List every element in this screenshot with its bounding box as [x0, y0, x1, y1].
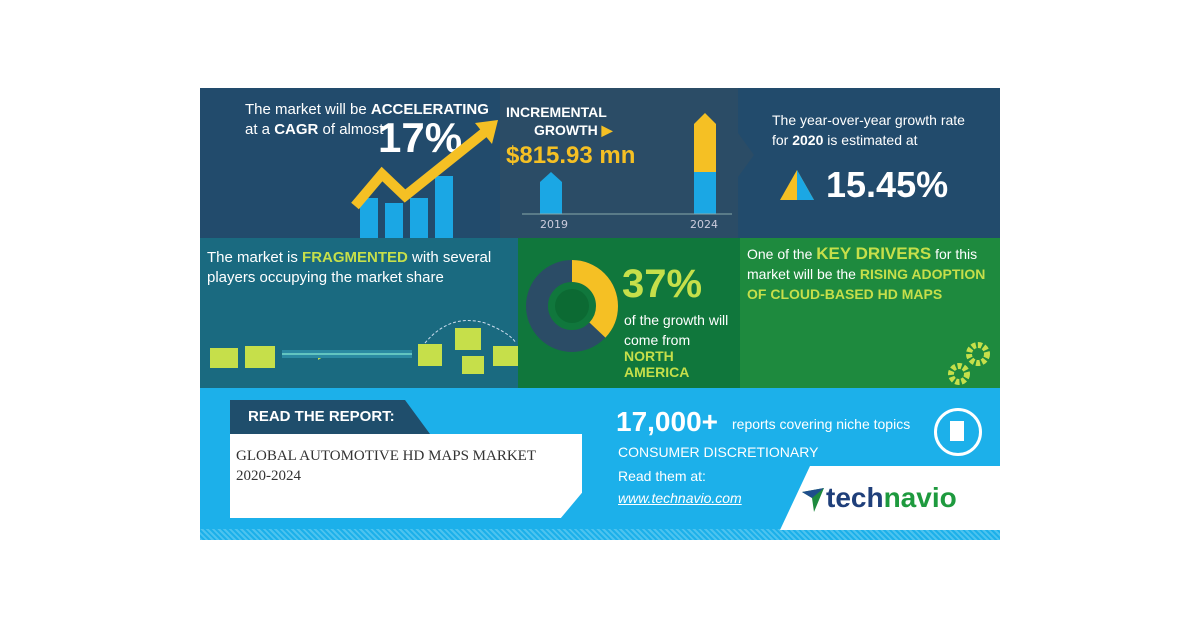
incremental-label: INCREMENTAL [506, 104, 607, 120]
bar-2019 [540, 172, 562, 214]
year-start: 2019 [540, 218, 568, 231]
report-count-text: reports covering niche topics [732, 416, 911, 432]
read-label: Read them at: [618, 468, 706, 484]
technavio-logo-icon [802, 488, 824, 512]
region-name: NORTH AMERICA [624, 348, 690, 380]
incremental-value: $815.93 mn [506, 142, 636, 169]
fragmented-panel: The market is FRAGMENTED with several pl… [200, 238, 518, 388]
region-text: of the growth will come from [624, 312, 729, 348]
report-count: 17,000+ [616, 406, 718, 437]
cagr-value: 17% [378, 114, 463, 161]
incremental-bars [522, 113, 732, 215]
gears-icon [948, 342, 990, 385]
yoy-panel: The year-over-year growth rate for 2020 i… [738, 88, 1000, 238]
triangle-up-icon [780, 170, 814, 200]
donut-chart [526, 260, 618, 352]
shopping-bag-icon [934, 408, 982, 456]
region-value: 37% [622, 262, 703, 306]
cagr-text: The market will be ACCELERATING at a CAG… [245, 101, 489, 138]
buildings-icon [210, 320, 518, 374]
category-label: CONSUMER DISCRETIONARY [618, 444, 819, 460]
read-report-heading: READ THE REPORT: [248, 408, 395, 425]
bottom-panel: READ THE REPORT: GLOBAL AUTOMOTIVE HD MA… [200, 388, 1000, 540]
yoy-text: The year-over-year growth rate for 2020 i… [772, 112, 965, 148]
bar-2024-base [694, 172, 716, 214]
report-title-card[interactable]: GLOBAL AUTOMOTIVE HD MAPS MARKET 2020-202… [230, 434, 582, 518]
region-panel: 37% of the growth will come from NORTH AM… [518, 238, 740, 388]
drivers-text: One of the KEY DRIVERS for this market w… [747, 244, 986, 302]
website-link[interactable]: www.technavio.com [618, 490, 742, 506]
incremental-panel: INCREMENTAL GROWTH ▶ $815.93 mn 2019 202… [500, 88, 738, 238]
growth-chart-icon [351, 120, 498, 238]
fragmented-text: The market is FRAGMENTED with several pl… [207, 249, 492, 286]
technavio-logo: technavio [826, 482, 957, 513]
report-title: GLOBAL AUTOMOTIVE HD MAPS MARKET 2020-202… [236, 448, 537, 484]
bar-2024-increment [694, 113, 716, 214]
logo-area: technavio [780, 466, 1000, 530]
donut-segment-north-america [526, 260, 618, 352]
read-report-banner: READ THE REPORT: [230, 400, 430, 434]
year-end: 2024 [690, 218, 718, 231]
cagr-panel: The market will be ACCELERATING at a CAG… [200, 88, 500, 238]
growth-label: GROWTH ▶ [534, 122, 613, 138]
drivers-panel: One of the KEY DRIVERS for this market w… [740, 238, 1000, 388]
yoy-value: 15.45% [826, 164, 949, 205]
